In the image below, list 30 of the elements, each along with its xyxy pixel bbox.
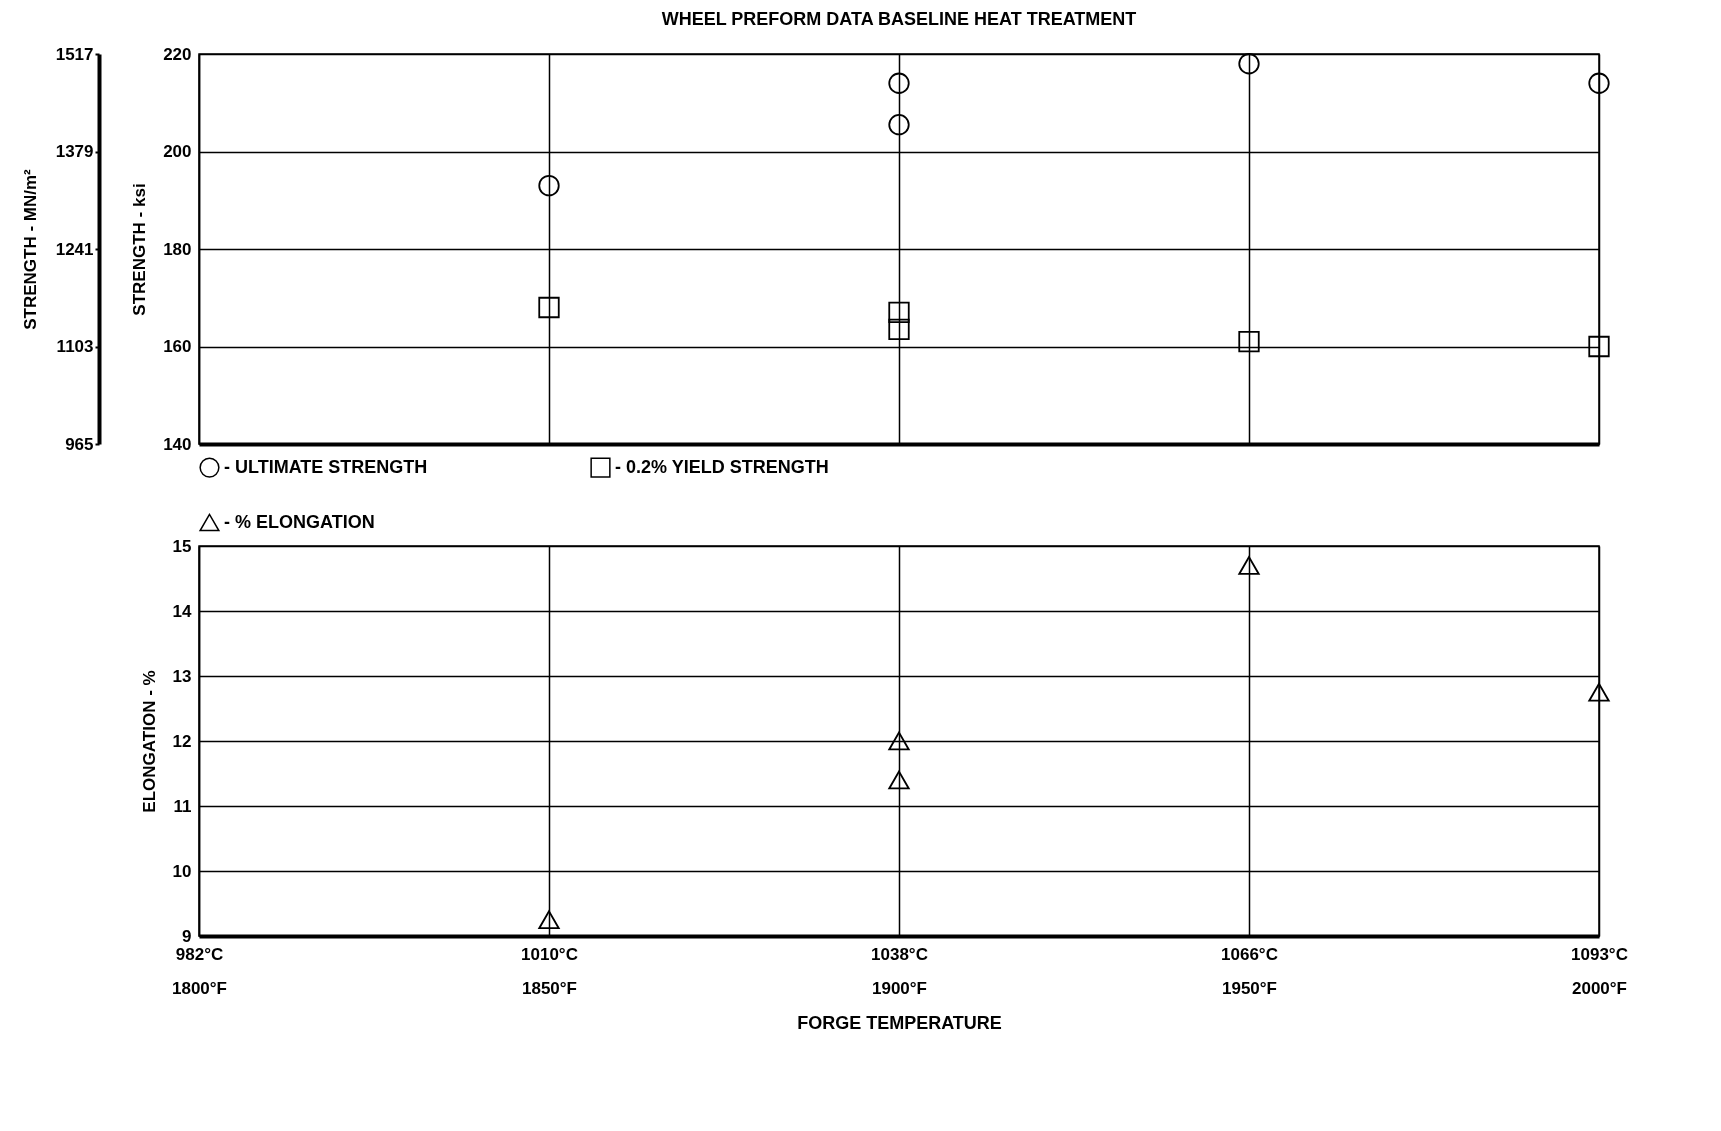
y-tick-label: 10	[172, 861, 192, 881]
x-tick-label: 982°C 1800°F	[171, 944, 228, 998]
chart-title: WHEEL PREFORM DATA BASELINE HEAT TREATMENT	[661, 9, 1137, 29]
y-tick-label: 220	[163, 44, 192, 64]
y-tick-label: 12	[172, 731, 192, 751]
y-tick-label: 15	[172, 536, 192, 556]
legend-label: - ULTIMATE STRENGTH	[224, 456, 428, 477]
y2-tick-label: 1103	[56, 337, 94, 356]
y2-tick-label: 965	[65, 434, 94, 454]
y2-tick-label: 1379	[55, 142, 94, 161]
x-tick-label: 1010°C 1850°F	[521, 944, 578, 998]
y2-tick-label: 1517	[55, 44, 94, 64]
legend-label: - % ELONGATION	[224, 511, 375, 532]
y-tick-label: 180	[163, 239, 192, 259]
y-axis-title: ELONGATION - %	[139, 670, 159, 813]
y-tick-label: 13	[172, 666, 192, 686]
y2-tick-label: 1241	[55, 239, 94, 259]
x-tick-label: 1093°C 2000°F	[1571, 944, 1628, 998]
y-tick-label: 200	[163, 142, 192, 161]
y-tick-label: 140	[163, 434, 192, 454]
x-tick-label: 1038°C 1900°F	[871, 944, 928, 998]
y-axis-title: STRENGTH - ksi	[130, 183, 150, 316]
y2-axis-title: STRENGTH - MN/m²	[20, 168, 40, 330]
y-tick-label: 11	[173, 796, 192, 816]
y-tick-label: 9	[182, 926, 192, 946]
x-axis-title: FORGE TEMPERATURE	[797, 1012, 1002, 1033]
y-tick-label: 14	[172, 601, 193, 621]
x-tick-label: 1066°C 1950°F	[1221, 944, 1278, 998]
legend-label: - 0.2% YIELD STRENGTH	[615, 456, 829, 477]
y-tick-label: 160	[163, 337, 192, 356]
